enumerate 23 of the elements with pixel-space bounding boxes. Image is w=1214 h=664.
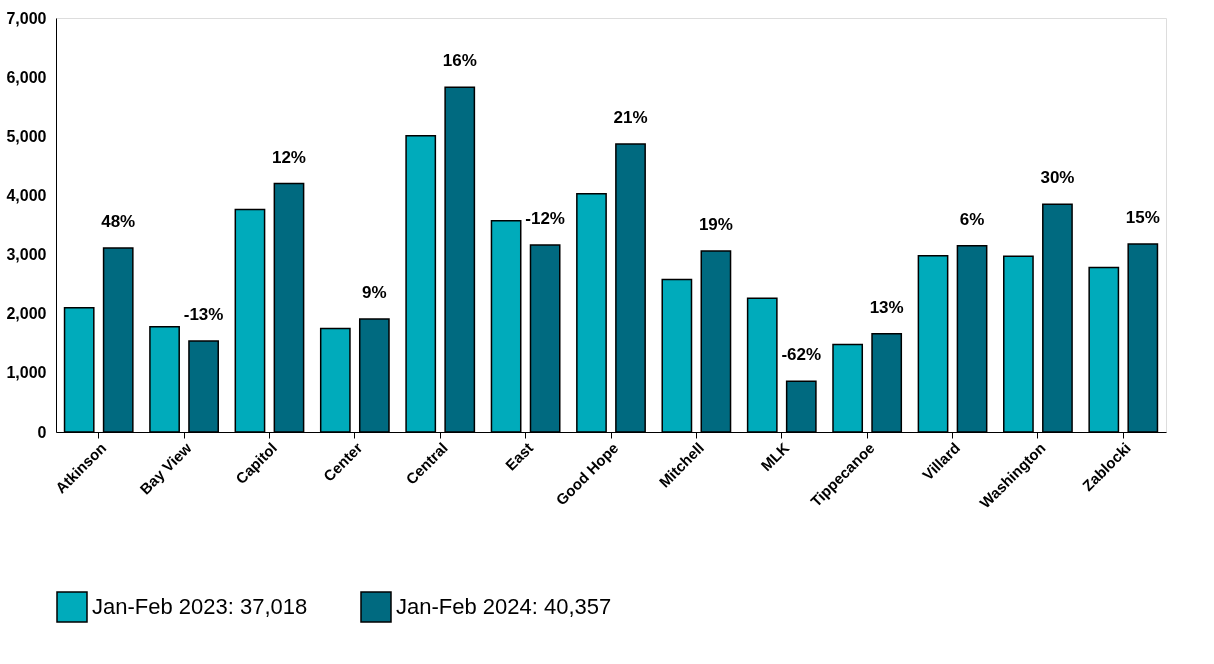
annotation: 30%	[1040, 168, 1075, 188]
annotation: 48%	[101, 212, 136, 232]
annotation: 12%	[271, 147, 306, 167]
annotation: -13%	[183, 304, 224, 324]
y-tick-label: 6,000	[6, 68, 47, 86]
annotation: 19%	[698, 215, 733, 235]
y-tick-label: 0	[37, 423, 47, 441]
annotation: -12%	[525, 209, 565, 229]
annotation: 6%	[959, 209, 985, 229]
annotation: -62%	[781, 345, 822, 365]
legend-label: Jan-Feb 2024: 40,357	[396, 594, 612, 619]
legend-label: Jan-Feb 2023: 37,018	[92, 594, 308, 619]
annotation: 9%	[362, 283, 387, 303]
annotation: 21%	[613, 107, 648, 127]
y-tick-label: 1,000	[6, 364, 47, 382]
annotation: 15%	[1125, 207, 1160, 227]
y-tick-label: 7,000	[6, 9, 47, 27]
y-tick-label: 4,000	[6, 186, 47, 204]
y-tick-label: 3,000	[6, 246, 47, 264]
annotation: 16%	[442, 51, 477, 71]
y-tick-label: 2,000	[6, 305, 47, 323]
annotation: 13%	[869, 297, 904, 317]
y-tick-label: 5,000	[6, 127, 47, 145]
